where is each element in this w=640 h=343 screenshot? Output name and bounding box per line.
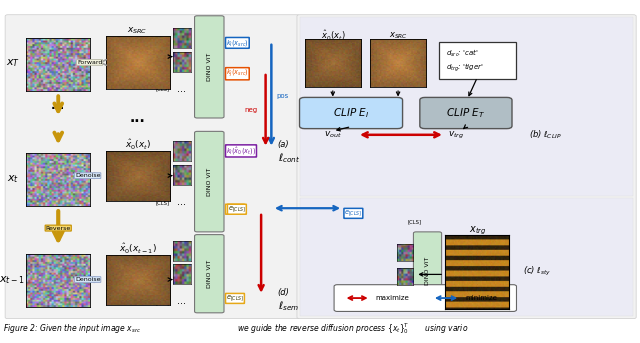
FancyBboxPatch shape: [195, 235, 224, 313]
Text: [CLS]: [CLS]: [407, 220, 421, 224]
Text: DINO ViT: DINO ViT: [207, 260, 212, 288]
FancyBboxPatch shape: [413, 232, 442, 310]
Text: $v_{out}$: $v_{out}$: [324, 130, 342, 140]
FancyBboxPatch shape: [420, 97, 512, 129]
Text: ...: ...: [130, 111, 145, 125]
Text: $d_{src}$: 'cat': $d_{src}$: 'cat': [446, 48, 479, 59]
Text: [CLS]: [CLS]: [156, 201, 170, 205]
Text: Reverse: Reverse: [45, 226, 71, 230]
Text: ...: ...: [51, 99, 65, 112]
FancyBboxPatch shape: [297, 15, 636, 319]
Text: ...: ...: [401, 292, 410, 302]
FancyBboxPatch shape: [195, 16, 224, 118]
Text: CLIP $E_I$: CLIP $E_I$: [333, 106, 369, 120]
Text: pos: pos: [276, 93, 289, 99]
Text: (d): (d): [278, 288, 290, 297]
Text: $\ell_{cont}$: $\ell_{cont}$: [278, 152, 300, 165]
Text: maximize: maximize: [376, 295, 410, 301]
Text: $x_{trg}$: $x_{trg}$: [468, 224, 486, 237]
Text: DINO ViT: DINO ViT: [207, 167, 212, 196]
Text: $k_l(x_{src})$: $k_l(x_{src})$: [226, 38, 249, 48]
Text: $x_{SRC}$: $x_{SRC}$: [388, 31, 408, 41]
Text: $k_j(x_{src})$: $k_j(x_{src})$: [226, 68, 249, 80]
Text: Denoise: Denoise: [75, 173, 100, 178]
Text: $\hat{x}_0(x_t)$: $\hat{x}_0(x_t)$: [125, 138, 150, 152]
FancyBboxPatch shape: [439, 42, 516, 79]
FancyBboxPatch shape: [195, 131, 224, 232]
Text: DINO ViT: DINO ViT: [425, 257, 430, 285]
FancyBboxPatch shape: [300, 17, 633, 196]
FancyBboxPatch shape: [5, 15, 300, 319]
Text: $v_{trg}$: $v_{trg}$: [447, 130, 464, 141]
Text: $x_{SRC}$: $x_{SRC}$: [127, 26, 148, 36]
Text: DINO ViT: DINO ViT: [207, 53, 212, 81]
Text: ...: ...: [177, 296, 186, 306]
Text: ...: ...: [177, 197, 186, 206]
Text: (c) $\ell_{sty}$: (c) $\ell_{sty}$: [523, 264, 551, 277]
Text: $e_{[CLS]}$: $e_{[CLS]}$: [228, 205, 246, 214]
FancyBboxPatch shape: [300, 97, 403, 129]
Text: $x_T$: $x_T$: [6, 58, 20, 69]
Text: $e_{[CLS]}$: $e_{[CLS]}$: [344, 209, 362, 218]
Text: Figure 2: Given the input image $x_{src}$: Figure 2: Given the input image $x_{src}…: [3, 322, 141, 335]
Text: $k_l(\hat{x}_0(x_t))$: $k_l(\hat{x}_0(x_t))$: [226, 145, 256, 157]
Text: $\hat{x}_0(x_t)$: $\hat{x}_0(x_t)$: [321, 29, 345, 43]
Text: $\hat{x}_0(x_{t-1})$: $\hat{x}_0(x_{t-1})$: [118, 241, 157, 256]
Text: $x_{t-1}$: $x_{t-1}$: [0, 274, 24, 286]
Text: we guide the reverse diffusion process $\{x_t\}_0^T$       using vario: we guide the reverse diffusion process $…: [237, 321, 468, 336]
Text: ...: ...: [177, 84, 186, 94]
Text: $x_t$: $x_t$: [7, 173, 19, 185]
Text: $e_{[CLS]}$: $e_{[CLS]}$: [226, 294, 244, 303]
Text: (b) $\ell_{CLIP}$: (b) $\ell_{CLIP}$: [529, 128, 562, 141]
Text: [CLS]: [CLS]: [156, 87, 170, 92]
Text: Denoise: Denoise: [75, 277, 100, 282]
Text: $d_{trg}$: 'tiger': $d_{trg}$: 'tiger': [446, 61, 484, 74]
Text: $e_{[CLS]}$: $e_{[CLS]}$: [226, 205, 244, 214]
Text: CLIP $E_T$: CLIP $E_T$: [446, 106, 486, 120]
FancyBboxPatch shape: [300, 198, 633, 316]
Text: Forward: Forward: [77, 60, 102, 65]
Text: minimize: minimize: [465, 295, 497, 301]
Text: (a): (a): [278, 140, 289, 149]
Text: $\ell_{sem}$: $\ell_{sem}$: [278, 299, 299, 313]
Text: neg: neg: [244, 107, 257, 113]
Text: [CLS]: [CLS]: [156, 300, 170, 305]
FancyBboxPatch shape: [334, 285, 516, 311]
